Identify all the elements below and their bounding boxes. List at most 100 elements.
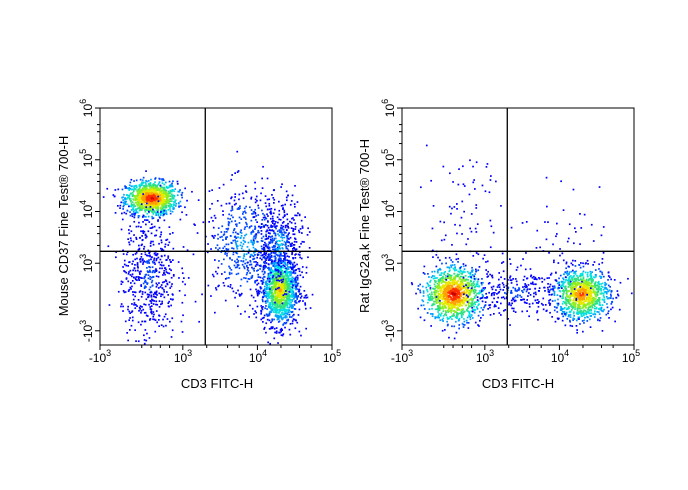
event-dot [447,304,450,307]
event-dot [134,188,137,191]
event-dot [154,263,156,265]
event-dot [256,294,259,297]
event-dot [161,182,164,184]
event-dot [119,204,122,207]
event-dot [250,241,253,243]
event-dot [463,271,466,273]
event-dot [274,287,277,289]
event-dot [285,229,288,231]
event-dot [139,188,141,191]
event-dot [284,294,286,297]
event-dot [281,222,284,224]
event-dot [299,293,301,295]
event-dot [157,204,160,207]
event-dot [281,299,283,301]
event-dot [288,285,291,287]
event-dot [139,178,142,181]
event-dot [466,297,469,299]
event-dot [159,263,162,266]
event-dot [128,243,131,246]
event-dot [301,227,304,229]
event-dot [468,301,470,304]
event-dot [454,294,456,297]
event-dot [255,233,257,235]
event-dot [285,267,287,270]
event-dot [174,205,177,207]
event-dot [441,298,444,301]
event-dot [184,187,186,190]
event-dot [441,294,444,296]
event-dot [132,188,135,191]
event-dot [275,281,277,284]
event-dot [160,239,163,242]
event-dot [159,212,162,215]
event-dot [261,177,263,180]
event-dot [152,261,155,264]
event-dot [226,236,228,238]
event-dot [237,236,239,239]
event-dot [434,279,436,282]
event-dot [427,301,429,304]
event-dot [294,272,296,275]
event-dot [133,214,136,217]
event-dot [446,324,449,327]
event-dot [122,266,124,268]
event-dot [468,298,471,301]
event-dot [129,317,131,319]
event-dot [142,199,145,201]
event-dot [277,342,279,344]
event-dot [293,233,296,236]
event-dot [460,266,462,268]
event-dot [141,259,144,262]
event-dot [450,264,452,267]
event-dot [464,275,467,277]
event-dot [163,205,166,208]
event-dot [417,307,419,310]
event-dot [252,246,255,249]
event-dot [431,295,434,298]
event-dot [442,275,444,278]
event-dot [243,216,245,219]
event-dot [275,316,278,318]
event-dot [472,303,474,305]
event-dot [170,304,172,307]
event-dot [154,199,156,202]
event-dot [164,273,166,276]
event-dot [429,288,432,291]
event-dot [140,183,143,185]
event-dot [435,316,438,319]
event-dot [440,277,443,279]
event-dot [132,207,134,210]
event-dot [127,305,129,308]
event-dot [459,305,461,307]
event-dot [465,319,468,322]
event-dot [154,254,157,256]
event-dot [291,194,294,197]
event-dot [260,245,263,248]
event-dot [165,202,168,204]
event-dot [261,308,264,311]
event-dot [454,279,456,282]
event-dot [120,305,122,308]
event-dot [449,277,451,279]
event-dot [569,316,572,318]
event-dot [232,290,235,293]
event-dot [134,205,137,207]
event-dot [245,218,247,220]
event-dot [294,205,296,208]
event-dot [445,311,447,314]
event-dot [232,239,235,242]
event-dot [459,269,462,272]
event-dot [257,269,259,271]
event-dot [265,224,267,226]
event-dot [263,244,265,246]
event-dot [142,193,144,195]
event-dot [446,288,449,290]
event-dot [444,276,447,279]
event-dot [211,234,214,237]
event-dot [444,274,447,277]
event-dot [274,208,276,211]
event-dot [453,299,455,301]
event-dot [444,290,446,292]
event-dot [136,264,139,266]
